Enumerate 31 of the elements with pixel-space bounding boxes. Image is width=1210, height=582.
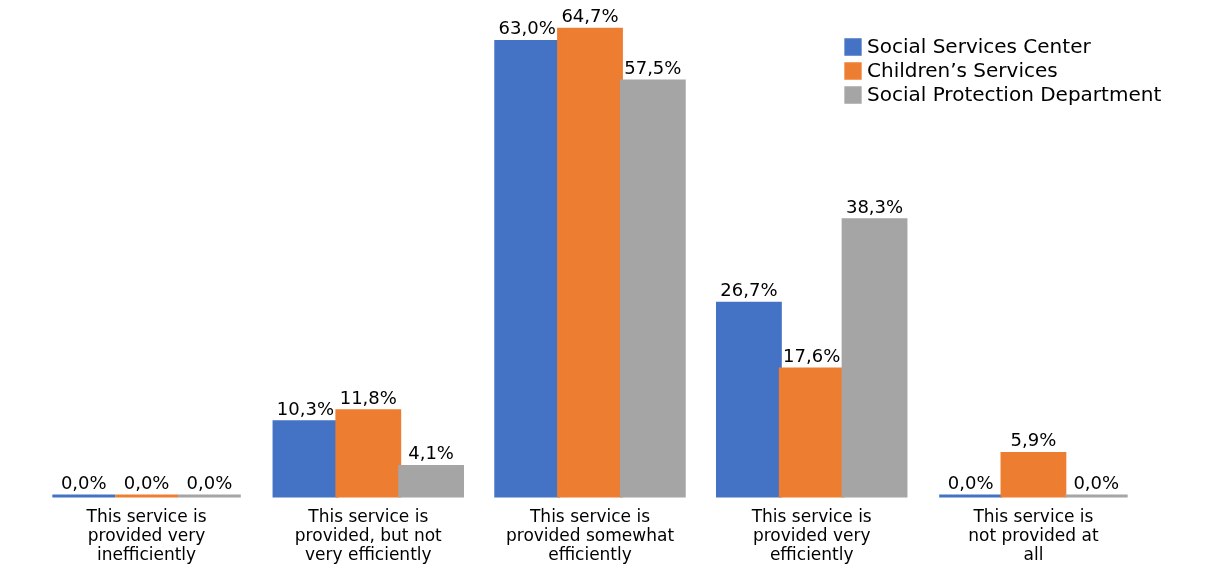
x-tick-label: This service is provided somewhat efficiently: [505, 505, 675, 564]
data-label: 26,7%: [720, 279, 778, 301]
legend-label: Social Services Center: [867, 34, 1092, 58]
x-tick-label: This service is not provided at all: [968, 505, 1099, 564]
data-label: 0,0%: [60, 472, 107, 493]
x-tick-label: This service is provided, but not very efficiently: [294, 505, 443, 564]
data-label: 0,0%: [186, 472, 233, 493]
x-tick-label: This service is provided very efficiently: [750, 505, 872, 564]
bar: [557, 27, 623, 498]
x-tick-label: This service is provided very inefficiently: [85, 505, 207, 564]
data-label: 11,8%: [339, 386, 397, 408]
data-label: 63,0%: [498, 17, 556, 39]
bar: [335, 409, 402, 498]
bar: [1000, 451, 1067, 498]
data-label: 64,7%: [561, 5, 619, 27]
data-label: 5,9%: [1010, 429, 1057, 451]
data-label: 0,0%: [947, 472, 994, 493]
bar: [619, 79, 686, 498]
legend-label: Social Protection Department: [867, 82, 1162, 106]
data-label: 57,5%: [624, 57, 682, 79]
bar: [715, 301, 782, 498]
bar: [841, 218, 908, 498]
legend-label: Children’s Services: [867, 58, 1058, 82]
data-label: 4,1%: [408, 442, 454, 464]
data-label: 10,3%: [276, 397, 335, 419]
data-label: 38,3%: [845, 195, 904, 217]
data-label: 17,6%: [783, 345, 841, 367]
bar: [778, 367, 845, 498]
bar: [398, 464, 465, 498]
data-label: 0,0%: [123, 472, 170, 493]
data-label: 0,0%: [1073, 472, 1120, 493]
